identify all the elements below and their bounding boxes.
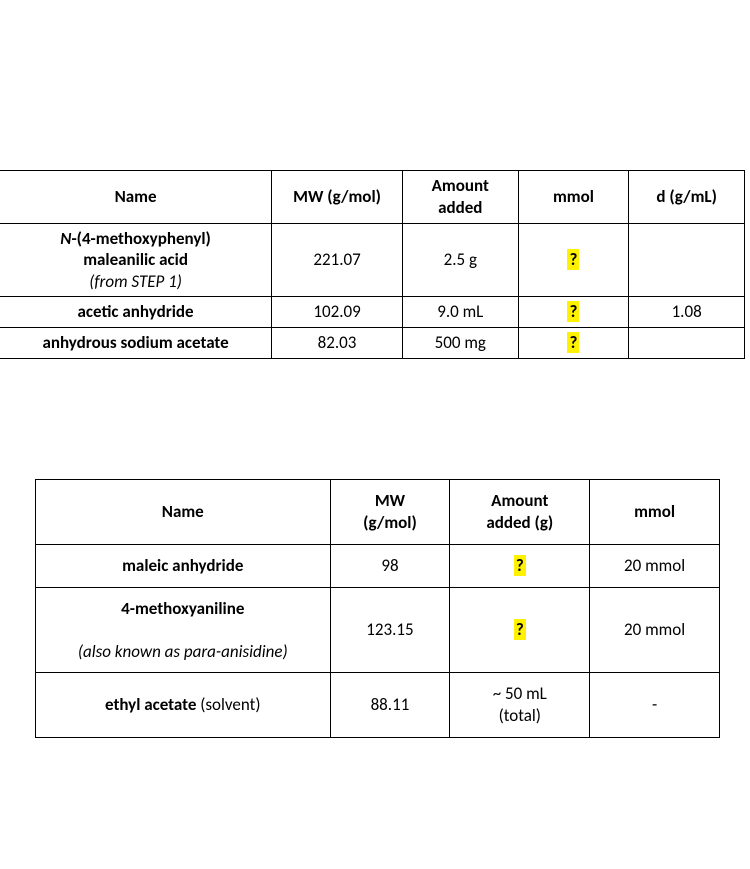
cell-name: 4-methoxyaniline (also known as para-ani… <box>36 588 331 673</box>
cell-name: acetic anhydride <box>0 296 272 327</box>
col-header-amount-l1: Amount <box>491 490 548 511</box>
cell-name: maleic anhydride <box>36 545 331 588</box>
reagent-table-2: Name MW (g/mol) Amount added (g) mmol ma… <box>35 479 720 738</box>
col-header-mw-l2: (g/mol) <box>363 512 417 533</box>
cell-mmol: ? <box>518 224 629 297</box>
name-line3: (from STEP 1) <box>89 271 182 292</box>
unknown-value: ? <box>567 301 579 322</box>
col-header-amount-l2: added <box>438 197 482 218</box>
table-header-row: Name MW (g/mol) Amount added mmol d (g/m… <box>0 171 745 224</box>
table-row: 4-methoxyaniline (also known as para-ani… <box>36 588 720 673</box>
cell-mw: 88.11 <box>330 673 450 738</box>
unknown-value: ? <box>514 555 526 576</box>
amount-line1: ~ 50 mL <box>493 683 547 704</box>
cell-density: 1.08 <box>629 296 745 327</box>
unknown-value: ? <box>567 249 579 270</box>
col-header-amount: Amount added <box>402 171 518 224</box>
cell-mmol: ? <box>518 296 629 327</box>
cell-name: anhydrous sodium acetate <box>0 328 272 359</box>
cell-mw: 221.07 <box>272 224 403 297</box>
reagent-table-1: Name MW (g/mol) Amount added mmol d (g/m… <box>0 170 745 359</box>
name-rest: -(4-methoxyphenyl) <box>71 228 210 249</box>
table-header-row: Name MW (g/mol) Amount added (g) mmol <box>36 480 720 545</box>
cell-name: N-(4-methoxyphenyl) maleanilic acid (fro… <box>0 224 272 297</box>
cell-mmol: - <box>590 673 720 738</box>
cell-mmol: 20 mmol <box>590 588 720 673</box>
cell-mw: 102.09 <box>272 296 403 327</box>
col-header-mw-l1: MW <box>375 490 405 511</box>
cell-density <box>629 328 745 359</box>
cell-amount: 9.0 mL <box>402 296 518 327</box>
table-row: anhydrous sodium acetate 82.03 500 mg ? <box>0 328 745 359</box>
col-header-mw: MW (g/mol) <box>272 171 403 224</box>
name-line2: (also known as para-anisidine) <box>78 641 288 662</box>
cell-mmol: 20 mmol <box>590 545 720 588</box>
cell-amount: 2.5 g <box>402 224 518 297</box>
table-row: maleic anhydride 98 ? 20 mmol <box>36 545 720 588</box>
col-header-name: Name <box>0 171 272 224</box>
col-header-mw: MW (g/mol) <box>330 480 450 545</box>
cell-mw: 123.15 <box>330 588 450 673</box>
table-row: N-(4-methoxyphenyl) maleanilic acid (fro… <box>0 224 745 297</box>
col-header-amount-l1: Amount <box>432 175 489 196</box>
col-header-amount-l2: added (g) <box>486 512 553 533</box>
name-rest: (solvent) <box>196 694 260 715</box>
table-row: acetic anhydride 102.09 9.0 mL ? 1.08 <box>0 296 745 327</box>
name-line1: 4-methoxyaniline <box>121 598 244 619</box>
cell-mmol: ? <box>518 328 629 359</box>
col-header-mmol: mmol <box>590 480 720 545</box>
col-header-mmol: mmol <box>518 171 629 224</box>
cell-amount: ? <box>450 545 590 588</box>
table-row: ethyl acetate (solvent) 88.11 ~ 50 mL (t… <box>36 673 720 738</box>
cell-mw: 98 <box>330 545 450 588</box>
name-bold: ethyl acetate <box>105 694 196 715</box>
col-header-name: Name <box>36 480 331 545</box>
name-line2: maleanilic acid <box>83 249 188 270</box>
cell-amount: ~ 50 mL (total) <box>450 673 590 738</box>
col-header-density: d (g/mL) <box>629 171 745 224</box>
cell-amount: 500 mg <box>402 328 518 359</box>
name-prefix: N <box>60 228 71 249</box>
cell-density <box>629 224 745 297</box>
cell-mw: 82.03 <box>272 328 403 359</box>
amount-line2: (total) <box>499 705 541 726</box>
unknown-value: ? <box>514 619 526 640</box>
cell-amount: ? <box>450 588 590 673</box>
cell-name: ethyl acetate (solvent) <box>36 673 331 738</box>
col-header-amount: Amount added (g) <box>450 480 590 545</box>
unknown-value: ? <box>567 332 579 353</box>
